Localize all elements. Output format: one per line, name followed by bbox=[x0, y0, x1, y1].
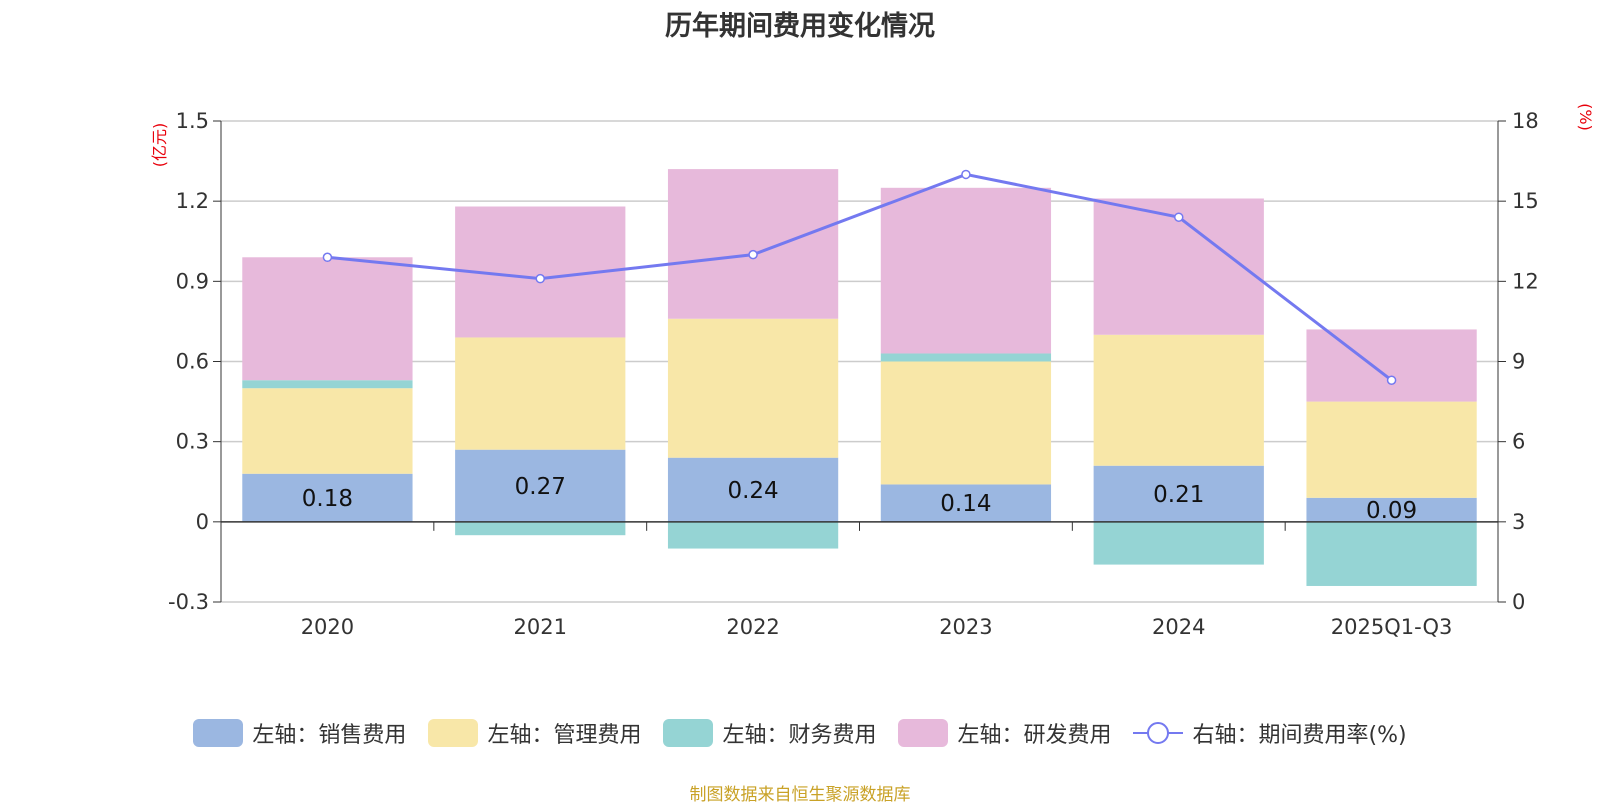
bar-segment bbox=[880, 361, 1052, 485]
bar-segment bbox=[242, 257, 413, 381]
rate-line-path bbox=[327, 172, 1393, 382]
right-axis-tick-label: 0 bbox=[1512, 590, 1525, 614]
rate-point bbox=[535, 273, 545, 284]
left-axis-tick-label: 0.9 bbox=[176, 269, 209, 293]
bar-segment bbox=[1093, 521, 1264, 565]
right-axis-tick-label: 6 bbox=[1512, 430, 1525, 454]
bar-value-label: 0.21 bbox=[1153, 482, 1204, 508]
legend-label: 左轴：管理费用 bbox=[487, 723, 642, 748]
x-axis-tick-label: 2021 bbox=[514, 615, 567, 639]
x-axis-tick-label: 2025Q1-Q3 bbox=[1331, 615, 1453, 639]
bar-value-label: 0.27 bbox=[515, 474, 566, 500]
bar-segment bbox=[667, 457, 839, 522]
legend-label: 左轴：财务费用 bbox=[722, 723, 877, 748]
bar-segment bbox=[1306, 497, 1477, 522]
bar-segment bbox=[1306, 401, 1477, 498]
chart-title: 历年期间费用变化情况 bbox=[665, 11, 935, 42]
rate-point bbox=[322, 252, 333, 263]
left-axis-tick-label: 0 bbox=[196, 510, 209, 534]
bar-segment bbox=[880, 187, 1052, 354]
right-axis-unit: (%) bbox=[1576, 103, 1595, 131]
right-axis-tick-label: 15 bbox=[1512, 189, 1539, 213]
bar-segment bbox=[455, 337, 626, 450]
legend-item[interactable]: 左轴：销售费用 bbox=[193, 717, 406, 749]
left-axis-unit: (亿元) bbox=[150, 123, 169, 168]
bar-segment bbox=[455, 449, 626, 522]
chart-canvas: -0.3 0 0.3 0.6 0.9 1.2 1.5 0 3 6 9 12 15 18 2020 2021 20… bbox=[150, 103, 1595, 639]
legend: 左轴：销售费用 左轴：管理费用 左轴：财务费用 左轴：研发费用 右轴：期间费用率(%) bbox=[0, 717, 1600, 749]
left-axis-tick-label: 0.6 bbox=[176, 350, 209, 374]
left-axis-tick-label: -0.3 bbox=[168, 590, 209, 614]
legend-item[interactable]: 左轴：财务费用 bbox=[663, 717, 876, 749]
rate-line bbox=[322, 169, 1397, 385]
bar-value-label: 0.24 bbox=[727, 478, 778, 504]
bar-segment bbox=[880, 353, 1052, 362]
axes: -0.3 0 0.3 0.6 0.9 1.2 1.5 0 3 6 9 12 15 18 2020 2021 20… bbox=[168, 109, 1539, 639]
bar-labels: 0.18 0.27 0.24 0.14 0.21 0.09 bbox=[302, 474, 1417, 524]
legend-label: 右轴：期间费用率(%) bbox=[1192, 723, 1407, 748]
x-axis-tick-label: 2024 bbox=[1152, 615, 1205, 639]
rate-point bbox=[1174, 212, 1184, 222]
bar-segment bbox=[880, 484, 1052, 522]
rate-point bbox=[961, 169, 971, 180]
legend-label: 左轴：研发费用 bbox=[957, 723, 1112, 748]
bar-segment bbox=[667, 521, 839, 549]
rate-point bbox=[748, 249, 758, 260]
bar-value-label: 0.09 bbox=[1366, 498, 1417, 524]
legend-swatch bbox=[663, 719, 714, 747]
right-axis-tick-label: 18 bbox=[1512, 109, 1539, 133]
right-axis-tick-label: 12 bbox=[1512, 269, 1539, 293]
right-axis-tick-label: 9 bbox=[1512, 350, 1525, 374]
bar-segment bbox=[242, 473, 413, 522]
bar-value-label: 0.14 bbox=[940, 491, 991, 517]
legend-swatch bbox=[428, 719, 479, 747]
bar-segment bbox=[667, 169, 839, 319]
legend-item[interactable]: 右轴：期间费用率(%) bbox=[1133, 717, 1407, 749]
bar-segment bbox=[667, 318, 839, 458]
x-axis-tick-label: 2022 bbox=[726, 615, 779, 639]
bar-segment bbox=[242, 388, 413, 474]
left-axis-tick-label: 1.2 bbox=[176, 189, 209, 213]
grid-lines bbox=[221, 120, 1498, 603]
left-axis-tick-label: 1.5 bbox=[176, 109, 209, 133]
bar-segment bbox=[1306, 329, 1477, 402]
bars bbox=[242, 169, 1477, 586]
left-axis-tick-label: 0.3 bbox=[176, 430, 209, 454]
bar-segment bbox=[1093, 465, 1264, 522]
bar-segment bbox=[1093, 334, 1264, 466]
legend-item[interactable]: 左轴：管理费用 bbox=[428, 717, 641, 749]
bar-value-label: 0.18 bbox=[302, 486, 353, 512]
source-note: 制图数据来自恒生聚源数据库 bbox=[689, 785, 911, 805]
legend-swatch bbox=[1133, 722, 1184, 744]
rate-point bbox=[1386, 375, 1397, 385]
bar-segment bbox=[242, 380, 413, 389]
x-axis-tick-label: 2023 bbox=[939, 615, 992, 639]
legend-swatch bbox=[193, 719, 244, 747]
bar-segment bbox=[1306, 521, 1477, 586]
x-axis-tick-label: 2020 bbox=[301, 615, 354, 639]
bar-segment bbox=[455, 521, 626, 536]
legend-item[interactable]: 左轴：研发费用 bbox=[898, 717, 1111, 749]
legend-label: 左轴：销售费用 bbox=[252, 723, 407, 748]
right-axis-tick-label: 3 bbox=[1512, 510, 1525, 534]
legend-swatch bbox=[898, 719, 949, 747]
